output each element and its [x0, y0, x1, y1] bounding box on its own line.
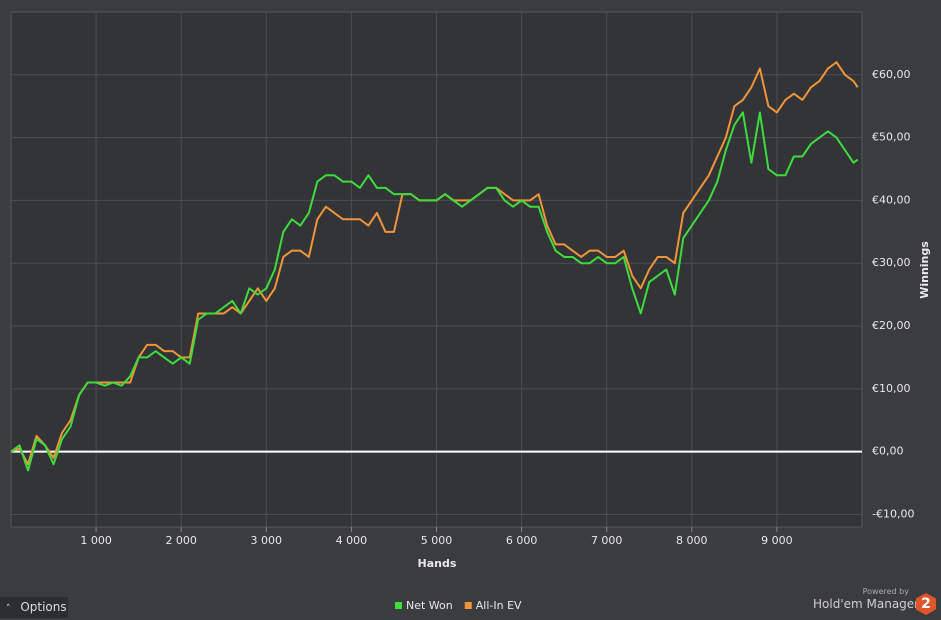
- x-tick-label: 7 000: [591, 534, 623, 547]
- options-label: Options: [20, 600, 67, 614]
- x-tick-label: 2 000: [165, 534, 197, 547]
- y-tick-label: €40,00: [872, 193, 911, 206]
- x-axis-label: Hands: [418, 557, 457, 570]
- y-axis-label: Winnings: [918, 241, 931, 299]
- logo: 2: [916, 593, 936, 615]
- y-tick-label: €20,00: [872, 319, 911, 332]
- legend-swatch: [395, 602, 402, 609]
- x-tick-label: 1 000: [80, 534, 112, 547]
- legend-swatch: [464, 602, 472, 609]
- powered-by: Powered by: [862, 587, 909, 596]
- x-tick-label: 8 000: [676, 534, 708, 547]
- options-button[interactable]: ˄ Options: [0, 597, 68, 618]
- x-tick-label: 3 000: [251, 534, 283, 547]
- series-line: [10, 111, 859, 472]
- x-tick-label: 5 000: [421, 534, 453, 547]
- brand: Hold'em Manager: [813, 597, 920, 611]
- y-tick-label: -€10,00: [872, 507, 914, 520]
- caret-icon: ˄: [6, 604, 11, 614]
- x-tick-label: 9 000: [761, 534, 793, 547]
- x-tick-label: 6 000: [506, 534, 538, 547]
- y-tick-label: €50,00: [872, 131, 911, 144]
- legend-label: Net Won: [406, 599, 453, 612]
- y-tick-label: €30,00: [872, 256, 911, 269]
- y-tick-label: €60,00: [872, 68, 911, 81]
- y-tick-label: €0,00: [872, 445, 904, 458]
- y-tick-label: €10,00: [872, 382, 911, 395]
- x-tick-label: 4 000: [336, 534, 368, 547]
- legend-label: All-In EV: [476, 599, 522, 612]
